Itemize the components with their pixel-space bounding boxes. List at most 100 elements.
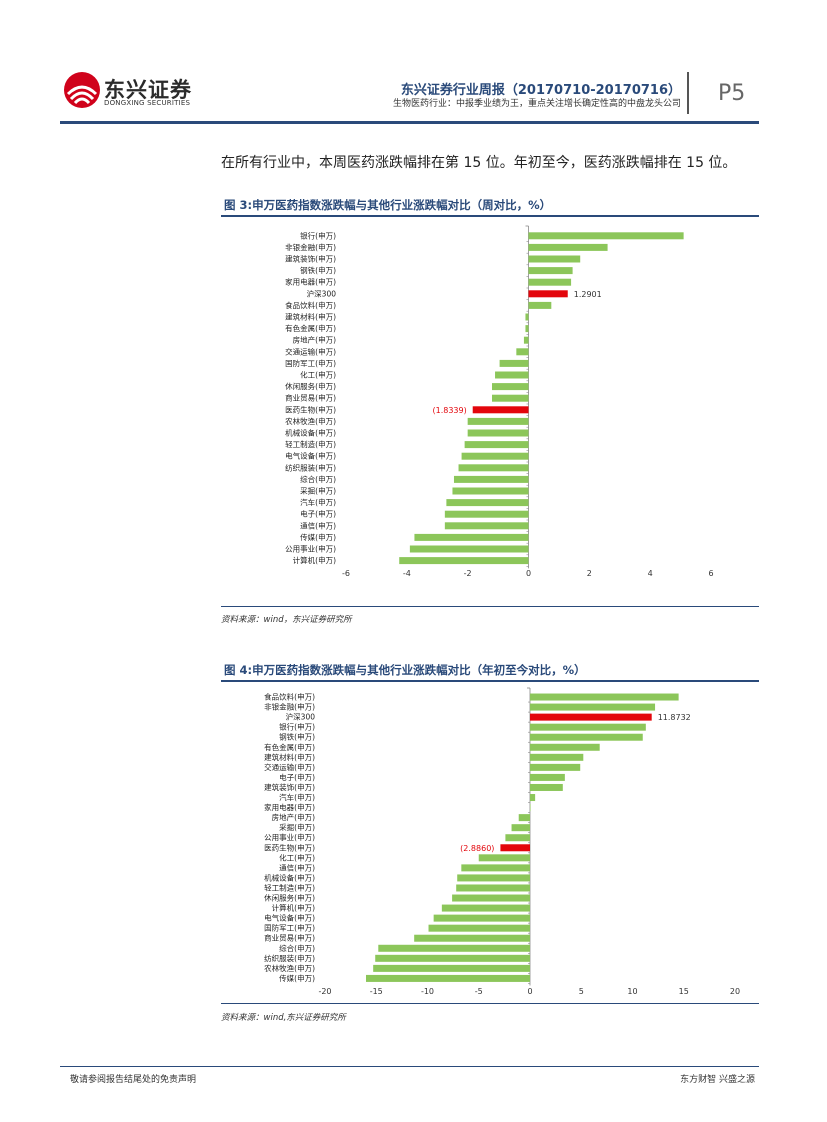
category-label: 农林牧渔(申万)	[285, 416, 336, 426]
bar	[458, 464, 529, 472]
category-label: 采掘(申万)	[279, 822, 315, 832]
category-label: 建筑材料(申万)	[264, 752, 315, 762]
company-logo	[64, 72, 100, 108]
category-label: 计算机(申万)	[272, 903, 315, 913]
figure-4-rule	[221, 680, 759, 682]
category-label: 综合(申万)	[279, 943, 315, 953]
bar	[428, 924, 530, 932]
category-label: 食品饮料(申万)	[264, 692, 315, 702]
category-label: 轻工制造(申万)	[264, 882, 315, 892]
category-label: 有色金属(申万)	[264, 742, 315, 752]
bar	[478, 854, 530, 862]
bar	[467, 417, 529, 425]
x-tick-label: -4	[403, 569, 411, 578]
category-label: 房地产(申万)	[272, 812, 315, 822]
category-label: 有色金属(申万)	[285, 323, 336, 333]
x-tick-label: 0	[526, 569, 531, 578]
highlight-bar	[472, 406, 529, 414]
category-label: 非银金融(申万)	[285, 242, 336, 252]
category-label: 电气设备(申万)	[285, 451, 336, 461]
category-label: 电气设备(申万)	[264, 913, 315, 923]
category-label: 电子(申万)	[300, 509, 336, 519]
bar	[516, 348, 529, 356]
category-label: 汽车(申万)	[300, 497, 336, 507]
figure-3-chart: 银行(申万) 非银金融(申万) 建筑装饰(申万)钢铁(申万) 家用电器(申万)沪深30…	[285, 225, 714, 578]
bar	[452, 487, 529, 495]
bar	[492, 383, 529, 391]
x-tick-label: -6	[342, 569, 350, 578]
category-label: 商业贸易(申万)	[285, 393, 336, 403]
bar	[511, 824, 530, 832]
category-label: 交通运输(申万)	[285, 346, 336, 356]
category-label: 机械设备(申万)	[264, 872, 315, 882]
figure-4-chart: 食品饮料(申万)非银金融(申万)沪深300 11.8732 银行(申万)钢铁(申万)…	[264, 687, 740, 996]
highlight-bar	[530, 713, 652, 721]
category-label: 建筑装饰(申万)	[285, 254, 336, 264]
category-label: 通信(申万)	[279, 862, 315, 872]
figure-3-source-rule	[221, 606, 759, 607]
report-title: 东兴证券行业周报（20170710-20170716）	[400, 83, 681, 98]
bar	[373, 964, 530, 972]
report-subtitle: 生物医药行业：中报季业绩为王，重点关注增长确定性高的中盘龙头公司	[392, 99, 681, 109]
x-tick-label: 6	[708, 569, 713, 578]
bar	[528, 255, 581, 263]
bar	[530, 693, 679, 701]
footer-rule	[60, 1066, 759, 1067]
x-tick-label: -5	[475, 987, 483, 996]
category-label: 家用电器(申万)	[264, 802, 315, 812]
bar	[467, 429, 529, 437]
footer-disclaimer: 敬请参阅报告结尾处的免责声明	[70, 1075, 197, 1085]
highlight-bar	[528, 290, 568, 298]
bar	[530, 743, 600, 751]
figure-3-title: 图 3:申万医药指数涨跌幅与其他行业涨跌幅对比（周对比，%）	[224, 198, 552, 212]
category-label: 沪深300	[307, 288, 337, 298]
category-label: 银行(申万)	[300, 230, 336, 240]
category-label: 交通运输(申万)	[264, 762, 315, 772]
x-tick-label: 20	[730, 987, 740, 996]
category-label: 轻工制造(申万)	[285, 439, 336, 449]
x-tick-label: 15	[679, 987, 689, 996]
bar	[414, 533, 529, 541]
x-tick-label: -20	[318, 987, 331, 996]
category-label: 医药生物(申万)	[264, 842, 315, 852]
category-label: 国防军工(申万)	[285, 358, 336, 368]
figure-4-source-rule	[221, 1003, 759, 1004]
bar	[528, 243, 608, 251]
bar	[530, 773, 565, 781]
data-label: 11.8732	[658, 713, 691, 722]
x-tick-label: 2	[587, 569, 592, 578]
figure-3-rule	[221, 215, 759, 217]
bar	[530, 723, 646, 731]
x-tick-label: 5	[579, 987, 584, 996]
category-label: 休闲服务(申万)	[264, 893, 315, 903]
bar	[446, 499, 529, 507]
category-label: 电子(申万)	[279, 772, 315, 782]
category-label: 农林牧渔(申万)	[264, 963, 315, 973]
bar	[530, 703, 656, 711]
category-label: 休闲服务(申万)	[285, 381, 336, 391]
bar	[528, 278, 572, 286]
bar	[444, 510, 529, 518]
category-label: 非银金融(申万)	[264, 702, 315, 712]
category-label: 机械设备(申万)	[285, 428, 336, 438]
bar	[505, 834, 530, 842]
category-label: 建筑装饰(申万)	[264, 782, 315, 792]
footer-slogan: 东方财智 兴盛之源	[680, 1075, 755, 1085]
bar	[433, 914, 530, 922]
bar	[414, 934, 530, 942]
bar	[461, 864, 530, 872]
bar	[530, 804, 531, 812]
x-tick-label: 10	[627, 987, 637, 996]
category-label: 化工(申万)	[300, 370, 336, 380]
category-label: 综合(申万)	[300, 474, 336, 484]
category-label: 化工(申万)	[279, 852, 315, 862]
bar	[530, 763, 581, 771]
data-label: (2.8860)	[460, 844, 494, 853]
page-number: P5	[718, 81, 746, 106]
category-label: 沪深300	[286, 712, 316, 722]
bar	[409, 545, 529, 553]
category-label: 家用电器(申万)	[285, 277, 336, 287]
bar	[378, 944, 530, 952]
category-label: 传媒(申万)	[279, 973, 315, 983]
category-label: 国防军工(申万)	[264, 923, 315, 933]
